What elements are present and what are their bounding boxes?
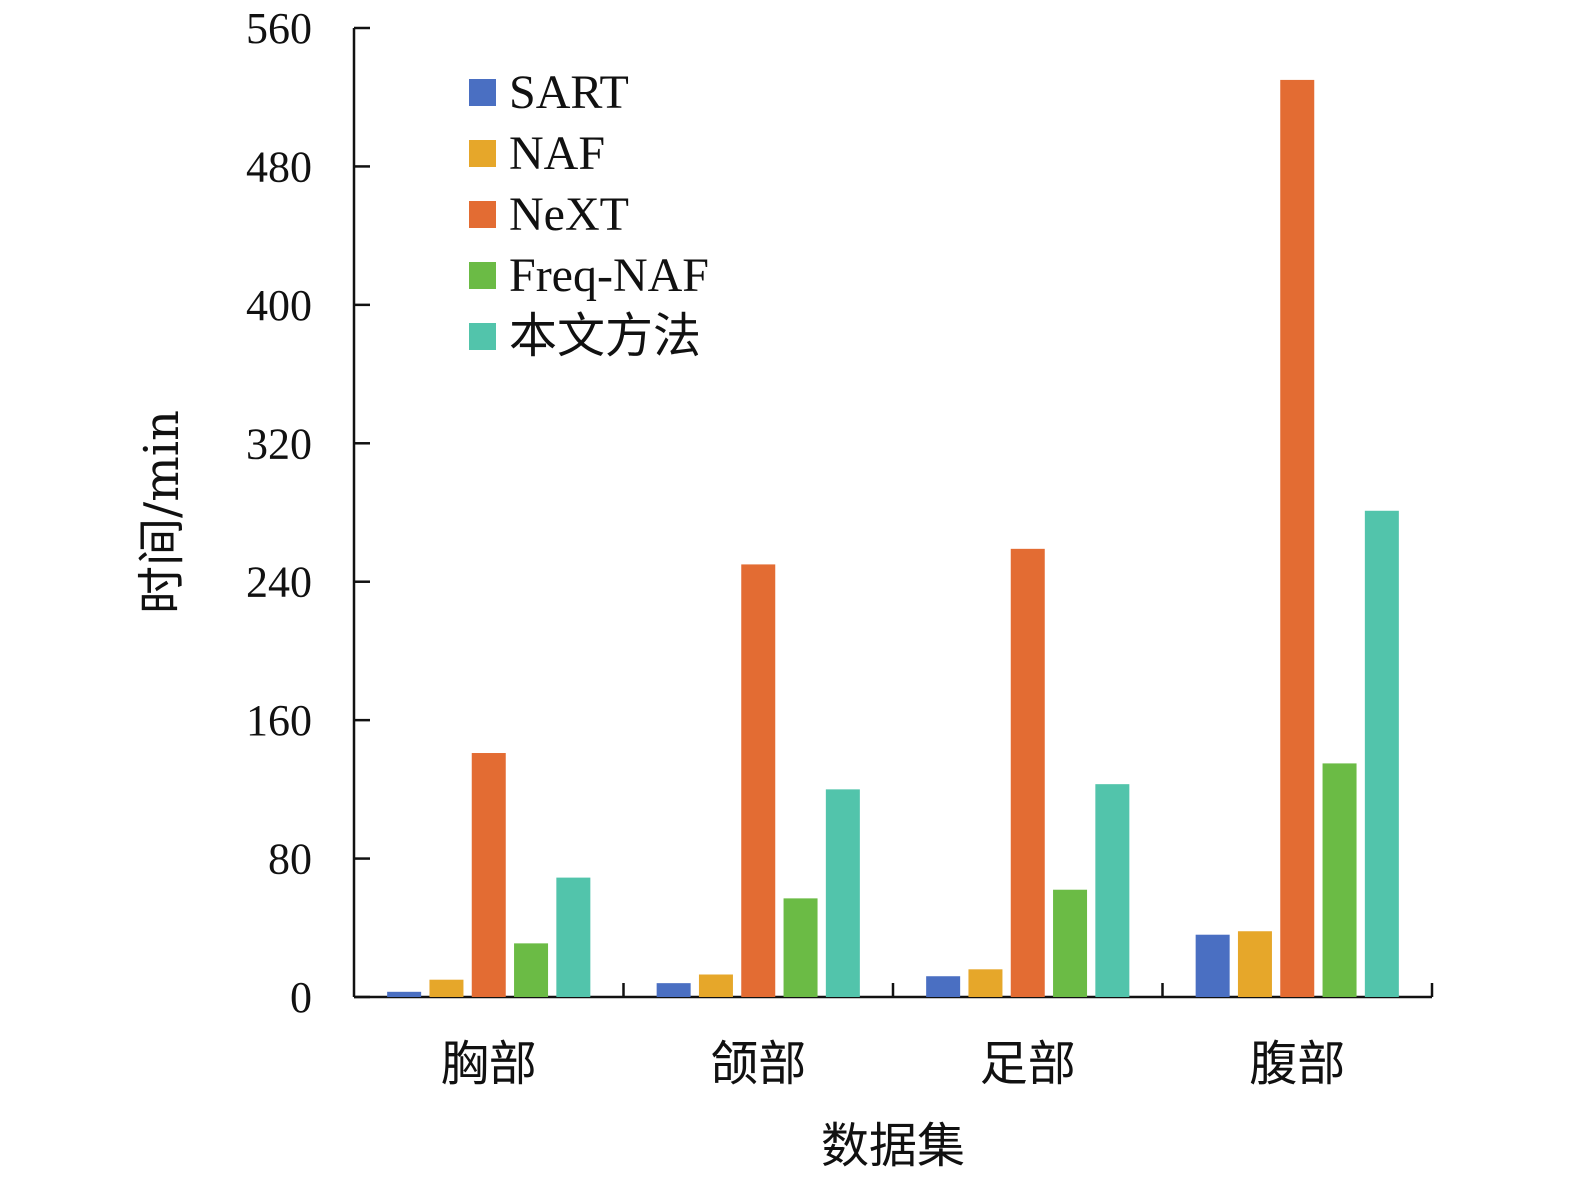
- bar: [783, 898, 818, 997]
- bar: [926, 976, 961, 997]
- y-axis-title: 时间/min: [134, 410, 190, 614]
- bar: [656, 983, 691, 997]
- bars: [387, 79, 1399, 998]
- y-tick-label: 80: [268, 835, 312, 884]
- x-category-label: 胸部: [441, 1036, 537, 1092]
- y-tick-label: 160: [246, 696, 312, 745]
- x-axis-title: 数据集: [821, 1118, 965, 1174]
- y-tick-label: 0: [290, 973, 312, 1022]
- legend-swatch: [469, 79, 496, 106]
- bar: [1053, 889, 1088, 997]
- bar: [1010, 548, 1045, 997]
- bar: [471, 753, 506, 997]
- bar: [968, 969, 1003, 997]
- x-category-label: 足部: [980, 1036, 1076, 1092]
- bar: [825, 789, 860, 997]
- legend-label: Freq-NAF: [509, 249, 709, 302]
- legend-label: 本文方法: [509, 310, 701, 363]
- x-axis: 胸部 颌部 足部 腹部: [354, 983, 1434, 1092]
- bar: [741, 564, 776, 997]
- bar: [514, 943, 549, 997]
- legend-label: NeXT: [509, 188, 629, 241]
- y-tick-label: 320: [246, 419, 312, 468]
- legend-swatch: [469, 323, 496, 350]
- legend-swatch: [469, 262, 496, 289]
- bar: [1280, 79, 1315, 998]
- y-tick-label: 560: [246, 4, 312, 53]
- legend-label: NAF: [509, 127, 605, 180]
- bar: [1237, 931, 1272, 997]
- legend-swatch: [469, 140, 496, 167]
- legend: SART NAF NeXT Freq-NAF 本文方法: [469, 66, 709, 363]
- legend-label: SART: [509, 66, 629, 119]
- bar: [698, 974, 733, 997]
- x-category-label: 颌部: [710, 1036, 806, 1092]
- bar: [387, 991, 422, 997]
- bar: [1322, 763, 1357, 997]
- bar: [556, 877, 591, 997]
- legend-swatch: [469, 201, 496, 228]
- y-axis: 0 80 160 240 320 400 480 560: [246, 4, 370, 1022]
- x-category-label: 腹部: [1249, 1036, 1345, 1092]
- y-tick-label: 240: [246, 558, 312, 607]
- y-tick-label: 400: [246, 281, 312, 330]
- bar: [429, 979, 464, 997]
- bar: [1195, 934, 1230, 997]
- bar: [1364, 510, 1399, 997]
- bar: [1095, 784, 1130, 997]
- y-tick-label: 480: [246, 142, 312, 191]
